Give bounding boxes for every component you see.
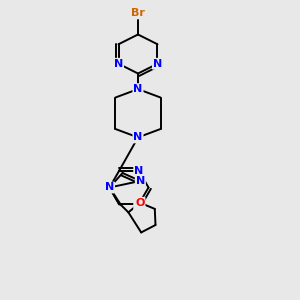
Text: N: N	[134, 132, 142, 142]
Text: N: N	[134, 166, 143, 176]
Text: N: N	[114, 59, 123, 69]
Text: N: N	[136, 176, 145, 186]
Text: Br: Br	[131, 8, 145, 18]
Text: N: N	[134, 200, 143, 209]
Text: N: N	[105, 182, 114, 193]
Text: N: N	[153, 59, 162, 69]
Text: O: O	[135, 198, 145, 208]
Text: N: N	[134, 84, 142, 94]
